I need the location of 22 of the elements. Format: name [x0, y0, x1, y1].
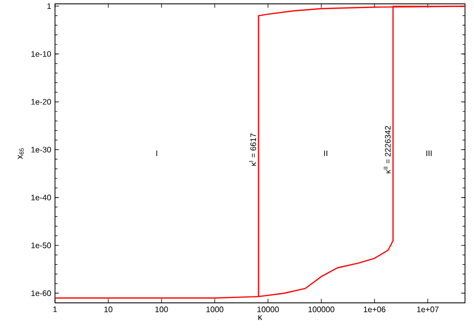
x-tick-label: 1 — [53, 306, 57, 312]
x-tick-label: 100 — [155, 306, 168, 312]
annotation: κ$^{II}$ = 2226342 — [384, 126, 391, 174]
x-tick-label: 1e+07 — [417, 306, 439, 312]
annotation: I — [156, 150, 158, 156]
y-tick-label: 1e-60 — [31, 290, 51, 296]
x-tick-label: 10000 — [258, 306, 279, 312]
x-tick-label: 100000 — [308, 306, 334, 312]
annotation: II — [324, 150, 328, 156]
y-tick-label: 1e-40 — [31, 194, 51, 200]
x-tick-label: 1e+06 — [364, 306, 386, 312]
y-tick-label: 1e-10 — [31, 51, 51, 57]
x-axis-title: κ — [258, 315, 262, 320]
x-tick-label: 1000 — [206, 306, 224, 312]
y-axis-title: x$_{65}$ — [18, 148, 24, 160]
y-tick-label: 1e-30 — [31, 146, 51, 153]
y-tick-label: 1e-20 — [31, 99, 51, 105]
annotation: III — [426, 150, 432, 156]
annotation: κ$^{I}$ = 6617 — [249, 134, 256, 166]
y-tick-label: 1e-50 — [31, 242, 51, 248]
x-tick-label: 10 — [104, 306, 112, 312]
y-tick-label: 1 — [47, 3, 51, 9]
